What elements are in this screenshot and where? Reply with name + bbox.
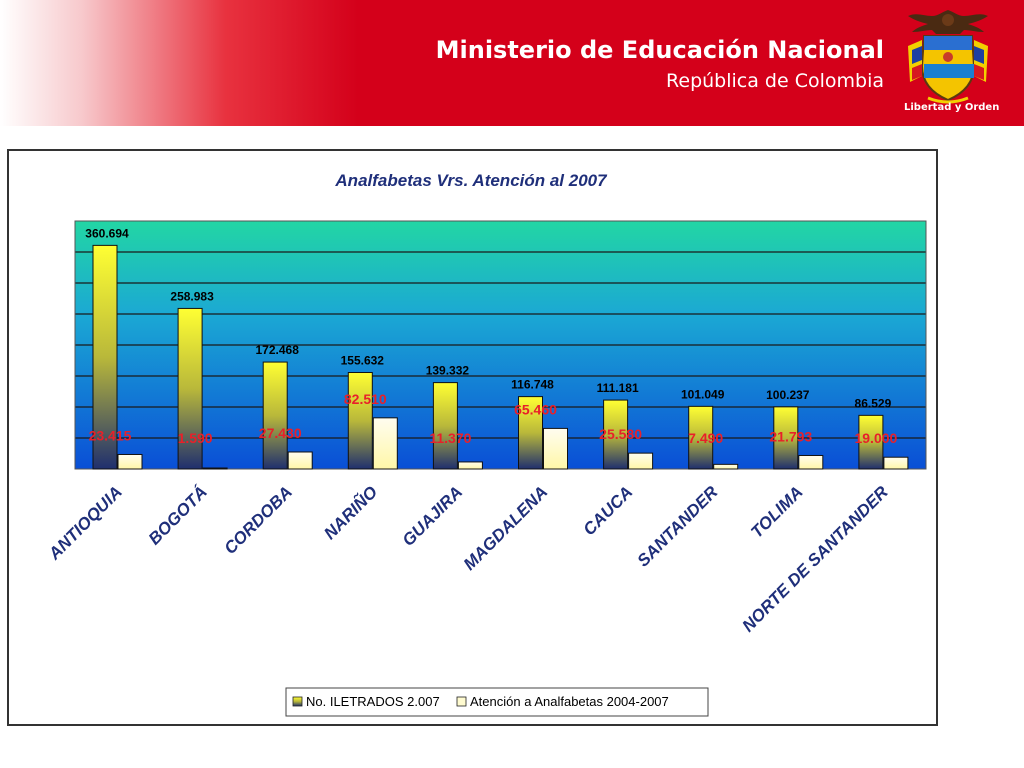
ministry-title: Ministerio de Educación Nacional [435, 36, 884, 64]
value-label-iletrados: 258.983 [170, 289, 214, 303]
value-label-iletrados: 172.468 [256, 343, 300, 357]
plot-border [74, 220, 927, 470]
bar-iletrados [688, 405, 714, 470]
bar-iletrados [603, 399, 629, 470]
bar-iletrados [92, 244, 118, 470]
bar-atencion [628, 452, 654, 470]
legend-label-atencion: Atención a Analfabetas 2004-2007 [470, 694, 669, 709]
value-label-atencion: 19.000 [854, 430, 897, 446]
bar-iletrados [262, 361, 288, 470]
bar-atencion [202, 467, 228, 470]
legend-swatch-atencion [456, 696, 467, 707]
bar-atencion [287, 451, 313, 470]
bars: 360.694 23.415 258.983 1.590 172.468 27.430 15… [85, 226, 909, 470]
value-label-iletrados: 139.332 [426, 364, 470, 378]
value-label-iletrados: 100.237 [766, 388, 810, 402]
bar-atencion [372, 417, 398, 470]
value-label-atencion: 7.490 [688, 430, 723, 446]
value-label-atencion: 25.580 [599, 426, 642, 442]
bar-atencion [798, 454, 824, 470]
x-axis-labels: ANTIOQUIA BOGOTÁ CORDOBA NARIÑO GUAJIRAMAGDA… [44, 482, 892, 636]
bar-iletrados [858, 414, 884, 470]
bar-iletrados [518, 396, 543, 470]
value-label-iletrados: 360.694 [85, 226, 129, 240]
category-label: BOGOTÁ [145, 482, 211, 548]
value-label-iletrados: 116.748 [511, 378, 554, 392]
coat-of-arms-icon [908, 10, 988, 104]
category-label: NORTE DE SANTANDER [738, 482, 892, 636]
value-label-iletrados: 155.632 [341, 354, 385, 368]
value-label-atencion: 82.510 [344, 391, 387, 407]
bar-atencion [883, 456, 909, 470]
motto-text: Libertad y Orden [904, 102, 1000, 113]
category-label: ANTIOQUIA [44, 482, 126, 564]
chart-title: Analfabetas Vrs. Atención al 2007 [334, 171, 608, 190]
bar-iletrados [773, 406, 799, 470]
bar-atencion [457, 461, 483, 470]
value-label-atencion: 27.430 [259, 425, 302, 441]
category-label: TOLIMA [747, 482, 806, 541]
bar-iletrados [347, 372, 373, 470]
category-label: NARIÑO [320, 482, 382, 544]
header-banner: Ministerio de Educación Nacional Repúbli… [0, 0, 1024, 126]
category-label: GUAJIRA [399, 482, 467, 550]
value-label-atencion: 21.793 [769, 428, 812, 444]
category-label: SANTANDER [634, 482, 723, 571]
category-label: MAGDALENA [460, 482, 552, 574]
legend: No. ILETRADOS 2.007 Atención a Analfabet… [285, 687, 709, 717]
category-label: CORDOBA [220, 482, 296, 558]
bar-atencion [117, 453, 143, 470]
value-label-iletrados: 111.181 [597, 381, 639, 395]
value-label-atencion: 23.415 [89, 427, 132, 443]
value-label-atencion: 65.460 [514, 401, 557, 417]
bar-atencion [543, 427, 568, 470]
legend-swatch-iletrados [292, 696, 303, 707]
value-label-atencion: 11.370 [429, 430, 471, 446]
ministry-subtitle: República de Colombia [666, 70, 884, 92]
value-label-iletrados: 101.049 [681, 387, 725, 401]
bar-atencion [713, 463, 739, 470]
bar-iletrados [177, 307, 203, 470]
category-label: CAUCA [580, 482, 637, 539]
value-label-iletrados: 86.529 [855, 396, 892, 410]
bar-iletrados [432, 382, 458, 470]
legend-label-iletrados: No. ILETRADOS 2.007 [306, 694, 440, 709]
value-label-atencion: 1.590 [178, 430, 213, 446]
